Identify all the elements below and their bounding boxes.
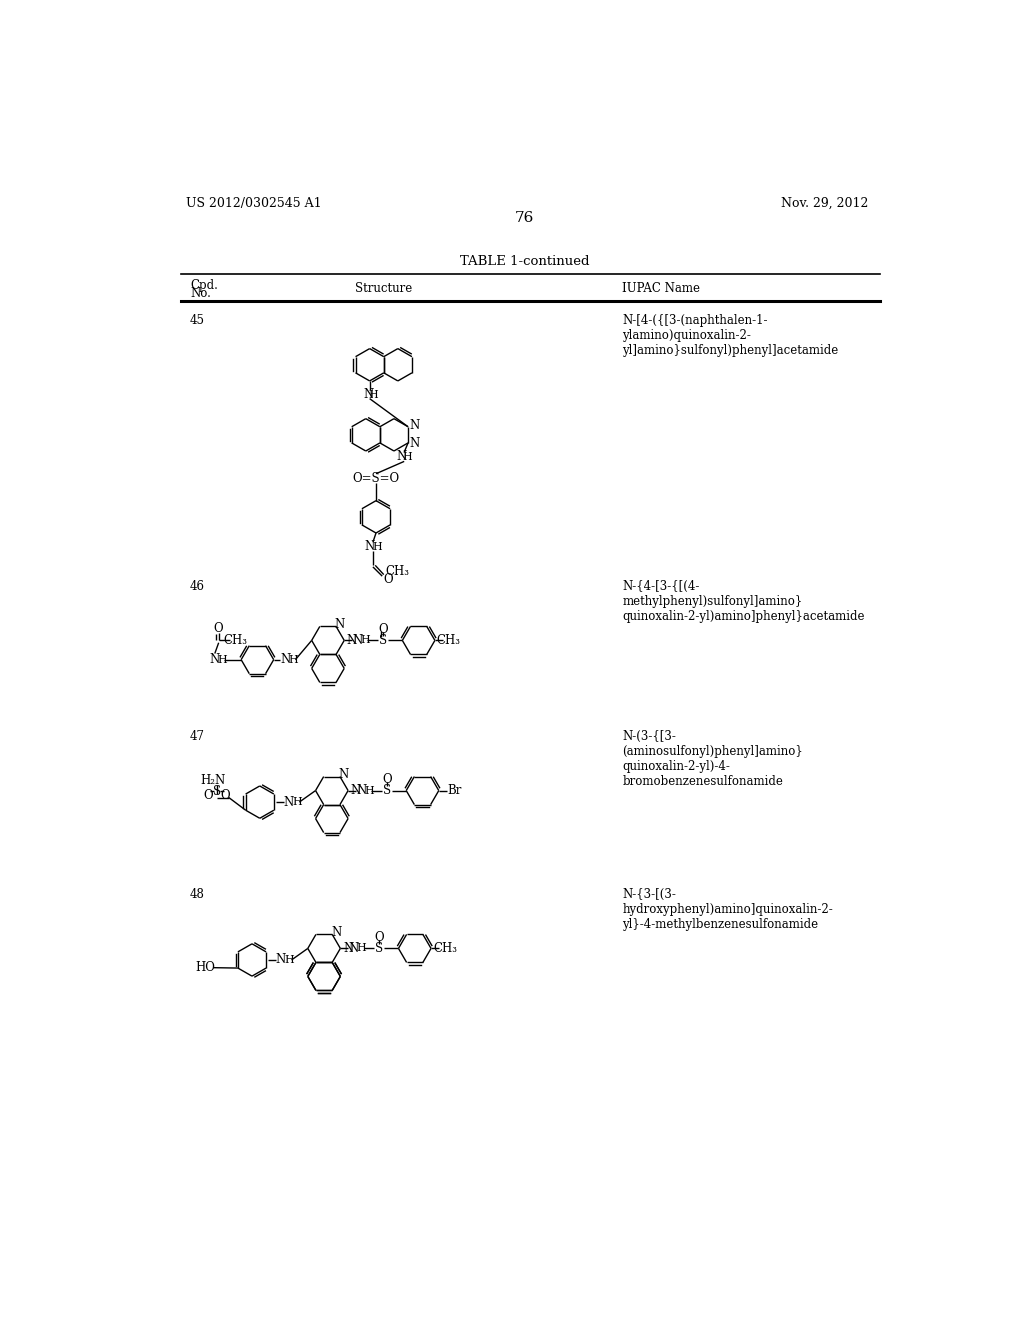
- Text: CH₃: CH₃: [223, 634, 248, 647]
- Text: Br: Br: [447, 784, 462, 797]
- Text: IUPAC Name: IUPAC Name: [623, 281, 700, 294]
- Text: CH₃: CH₃: [437, 634, 461, 647]
- Text: N-[4-({[3-(naphthalen-1-
ylamino)quinoxalin-2-
yl]amino}sulfonyl)phenyl]acetamid: N-[4-({[3-(naphthalen-1- ylamino)quinoxa…: [623, 314, 839, 356]
- Text: N: N: [335, 618, 345, 631]
- Text: N: N: [210, 653, 220, 667]
- Text: 45: 45: [190, 314, 205, 327]
- Text: N: N: [356, 784, 367, 797]
- Text: 48: 48: [190, 887, 205, 900]
- Text: H: H: [369, 389, 379, 400]
- Text: O: O: [375, 931, 384, 944]
- Text: O: O: [382, 774, 391, 787]
- Text: Cpd.: Cpd.: [190, 279, 218, 292]
- Text: N: N: [275, 953, 286, 966]
- Text: S: S: [375, 942, 383, 954]
- Text: O: O: [384, 573, 393, 586]
- Text: Structure: Structure: [355, 281, 413, 294]
- Text: H: H: [360, 635, 370, 645]
- Text: HO: HO: [196, 961, 215, 974]
- Text: H₂N: H₂N: [201, 774, 226, 787]
- Text: S: S: [379, 634, 387, 647]
- Text: H: H: [218, 655, 227, 665]
- Text: N: N: [347, 634, 357, 647]
- Text: N: N: [331, 925, 341, 939]
- Text: N: N: [348, 942, 358, 954]
- Text: 76: 76: [515, 211, 535, 224]
- Text: H: H: [365, 785, 374, 796]
- Text: US 2012/0302545 A1: US 2012/0302545 A1: [186, 197, 322, 210]
- Text: H: H: [356, 944, 367, 953]
- Text: N: N: [339, 768, 349, 780]
- Text: N: N: [343, 942, 353, 954]
- Text: N: N: [284, 796, 294, 809]
- Text: O=S=O: O=S=O: [352, 471, 399, 484]
- Text: 47: 47: [190, 730, 205, 743]
- Text: N: N: [410, 437, 420, 450]
- Text: N: N: [351, 784, 361, 797]
- Text: H: H: [292, 797, 302, 807]
- Text: N: N: [365, 540, 375, 553]
- Text: CH₃: CH₃: [386, 565, 410, 578]
- Text: N: N: [281, 653, 291, 667]
- Text: H: H: [285, 954, 294, 965]
- Text: H: H: [288, 655, 298, 665]
- Text: H: H: [402, 451, 413, 462]
- Text: No.: No.: [190, 286, 211, 300]
- Text: N: N: [352, 634, 362, 647]
- Text: O: O: [221, 789, 230, 803]
- Text: N-{4-[3-{[(4-
methylphenyl)sulfonyl]amino}
quinoxalin-2-yl)amino]phenyl}acetamid: N-{4-[3-{[(4- methylphenyl)sulfonyl]amin…: [623, 579, 865, 623]
- Text: N: N: [396, 450, 407, 463]
- Text: N-(3-{[3-
(aminosulfonyl)phenyl]amino}
quinoxalin-2-yl)-4-
bromobenzenesulfonami: N-(3-{[3- (aminosulfonyl)phenyl]amino} q…: [623, 730, 803, 788]
- Text: TABLE 1-continued: TABLE 1-continued: [460, 255, 590, 268]
- Text: N: N: [362, 388, 373, 401]
- Text: N: N: [410, 420, 420, 433]
- Text: O: O: [204, 789, 213, 803]
- Text: S: S: [213, 785, 221, 797]
- Text: 46: 46: [190, 579, 205, 593]
- Text: N-{3-[(3-
hydroxyphenyl)amino]quinoxalin-2-
yl}-4-methylbenzenesulfonamide: N-{3-[(3- hydroxyphenyl)amino]quinoxalin…: [623, 887, 834, 931]
- Text: Nov. 29, 2012: Nov. 29, 2012: [780, 197, 868, 210]
- Text: H: H: [373, 543, 382, 552]
- Text: CH₃: CH₃: [433, 942, 457, 954]
- Text: O: O: [378, 623, 388, 636]
- Text: S: S: [383, 784, 391, 797]
- Text: O: O: [214, 622, 223, 635]
